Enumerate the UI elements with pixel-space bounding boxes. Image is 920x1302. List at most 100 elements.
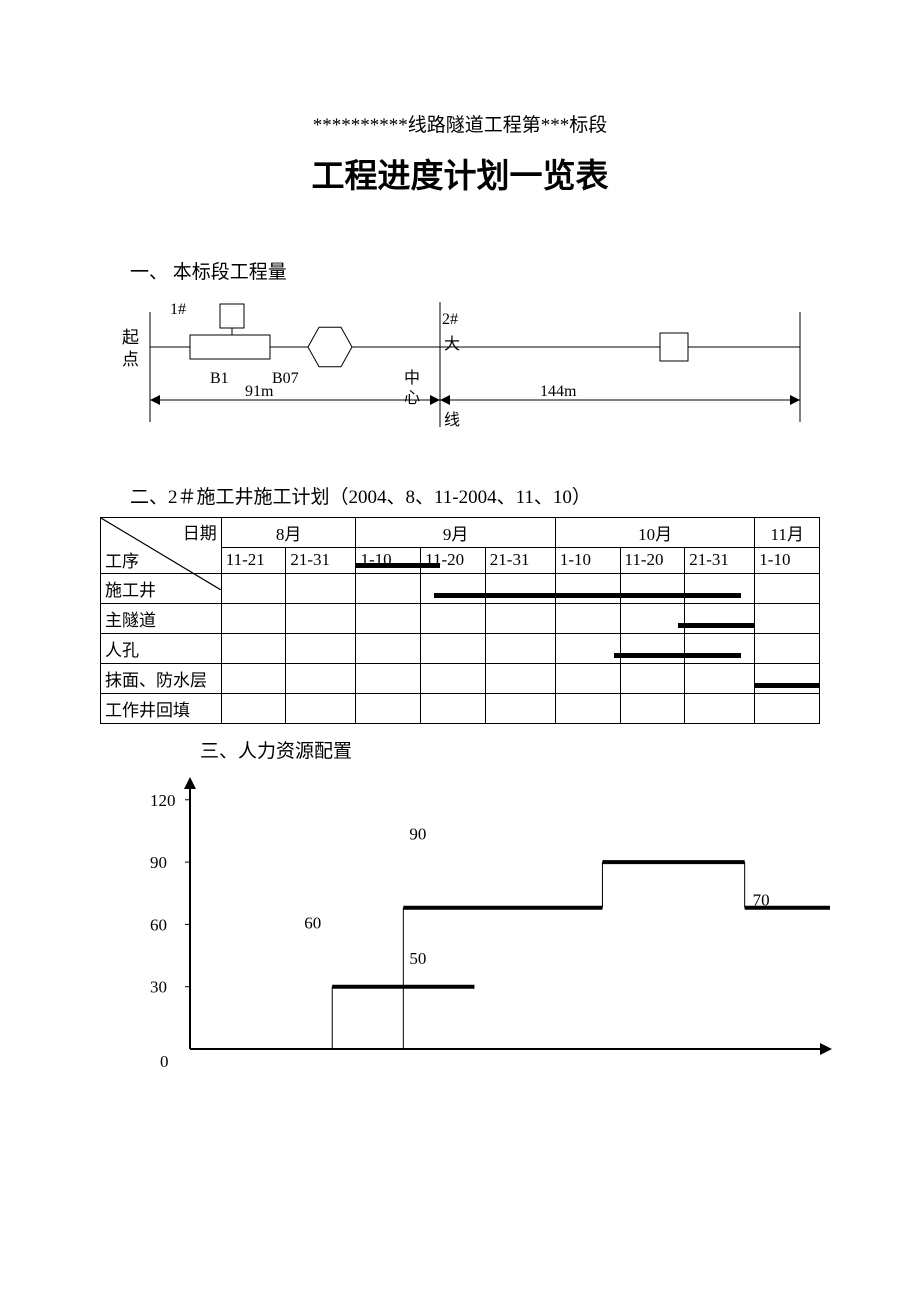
svg-text:144m: 144m [540, 383, 577, 400]
svg-text:起: 起 [122, 328, 139, 347]
gantt-cell [485, 604, 555, 634]
gantt-cell [356, 604, 421, 634]
gantt-cell [555, 634, 620, 664]
period-header: 21-31 [485, 548, 555, 574]
gantt-cell [755, 574, 820, 604]
gantt-row-label: 主隧道 [101, 604, 222, 634]
gantt-row-label: 人孔 [101, 634, 222, 664]
gantt-cell [286, 574, 356, 604]
section2-heading: 二、2＃施工井施工计划（2004、8、11-2004、11、10） [130, 482, 820, 509]
gantt-row: 主隧道 [101, 604, 820, 634]
gantt-row: 抹面、防水层 [101, 664, 820, 694]
gantt-cell [685, 634, 755, 664]
gantt-cell [685, 694, 755, 724]
svg-text:120: 120 [150, 791, 176, 810]
gantt-cell [221, 574, 286, 604]
svg-text:90: 90 [409, 824, 426, 843]
gantt-row-label: 工作井回填 [101, 694, 222, 724]
gantt-bar [755, 683, 820, 688]
gantt-cell [221, 664, 286, 694]
gantt-cell [356, 694, 421, 724]
page-subtitle: **********线路隧道工程第***标段 [100, 110, 820, 137]
gantt-cell [421, 634, 486, 664]
period-header: 11-20 [421, 548, 486, 574]
gantt-cell [286, 634, 356, 664]
section1-diagram: 起点 1# B1 B07 2# 大中心线 91m 144m [100, 292, 820, 452]
month-header: 8月 [221, 518, 356, 548]
gantt-cell [421, 694, 486, 724]
svg-text:30: 30 [150, 978, 167, 997]
gantt-cell [356, 634, 421, 664]
period-header: 11-20 [620, 548, 685, 574]
gantt-cell [755, 634, 820, 664]
gantt-cell [356, 664, 421, 694]
gantt-cell [421, 574, 486, 604]
step-chart: 0 30 60 90 120 60 50 90 70 [120, 769, 820, 1079]
gantt-cell [286, 694, 356, 724]
svg-text:点: 点 [122, 350, 139, 369]
gantt-cell [685, 664, 755, 694]
month-header: 10月 [555, 518, 754, 548]
svg-text:60: 60 [150, 915, 167, 934]
svg-text:50: 50 [409, 949, 426, 968]
gantt-cell [755, 664, 820, 694]
gantt-cell [755, 604, 820, 634]
gantt-cell [555, 574, 620, 604]
svg-text:线: 线 [444, 411, 460, 429]
gantt-corner-cell: 日期 工序 [101, 518, 222, 574]
gantt-row-label: 抹面、防水层 [101, 664, 222, 694]
period-header: 11-21 [221, 548, 286, 574]
gantt-cell [620, 694, 685, 724]
period-header: 1-10 [356, 548, 421, 574]
svg-text:1#: 1# [170, 301, 186, 318]
gantt-cell [555, 604, 620, 634]
page-title: 工程进度计划一览表 [100, 149, 820, 197]
gantt-bar [434, 593, 741, 598]
gantt-cell [356, 574, 421, 604]
svg-text:中: 中 [404, 369, 420, 387]
gantt-row: 人孔 [101, 634, 820, 664]
gantt-cell [685, 574, 755, 604]
gantt-cell [421, 664, 486, 694]
gantt-cell [286, 604, 356, 634]
svg-text:0: 0 [160, 1052, 169, 1071]
gantt-cell [620, 574, 685, 604]
month-header: 11月 [755, 518, 820, 548]
gantt-cell [221, 604, 286, 634]
gantt-cell [620, 634, 685, 664]
gantt-cell [755, 694, 820, 724]
period-header: 1-10 [755, 548, 820, 574]
gantt-cell [555, 694, 620, 724]
section3-heading: 三、人力资源配置 [200, 736, 820, 763]
svg-text:60: 60 [304, 913, 321, 932]
period-header: 21-31 [685, 548, 755, 574]
svg-text:2#: 2# [442, 311, 458, 328]
svg-text:91m: 91m [245, 383, 274, 400]
section1-heading: 一、 本标段工程量 [130, 257, 820, 284]
svg-text:大: 大 [444, 335, 460, 353]
gantt-cell [221, 634, 286, 664]
gantt-cell [555, 664, 620, 694]
svg-text:心: 心 [404, 389, 420, 407]
gantt-cell [485, 694, 555, 724]
corner-label-top: 日期 [183, 519, 217, 544]
period-header: 1-10 [555, 548, 620, 574]
gantt-row: 工作井回填 [101, 694, 820, 724]
period-header: 21-31 [286, 548, 356, 574]
svg-text:B07: B07 [272, 370, 299, 387]
gantt-cell [286, 664, 356, 694]
gantt-cell [221, 694, 286, 724]
gantt-bar [356, 563, 440, 568]
svg-text:B1: B1 [210, 370, 229, 387]
gantt-bar [678, 623, 755, 628]
gantt-cell [620, 664, 685, 694]
svg-text:90: 90 [150, 853, 167, 872]
corner-label-bottom: 工序 [105, 547, 139, 572]
gantt-table: 日期 工序 8月 9月 10月 11月 11-21 21-31 1-10 11-… [100, 517, 820, 724]
gantt-header-months: 日期 工序 8月 9月 10月 11月 [101, 518, 820, 548]
month-header: 9月 [356, 518, 555, 548]
gantt-cell [485, 634, 555, 664]
svg-text:70: 70 [753, 891, 770, 910]
gantt-cell [685, 604, 755, 634]
gantt-bar [614, 653, 741, 658]
